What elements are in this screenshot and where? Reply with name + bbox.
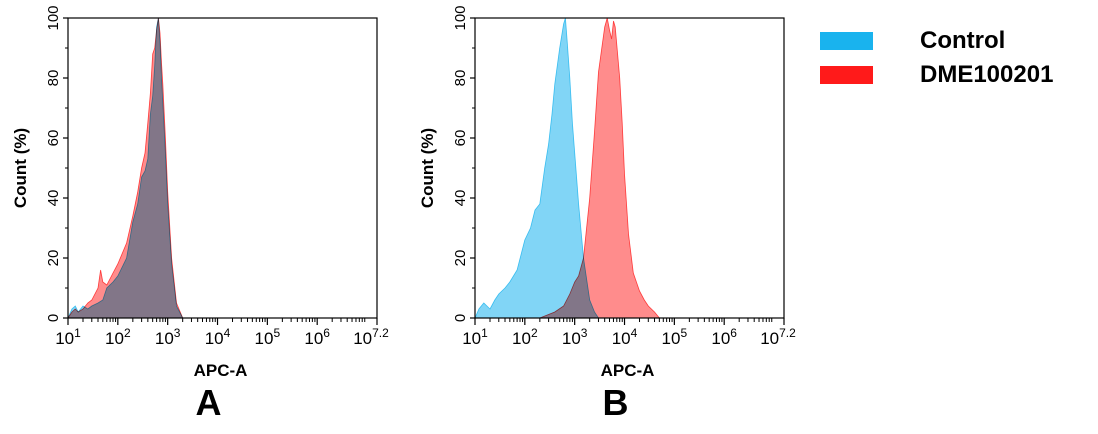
- y-tick-label: 80: [452, 70, 469, 87]
- y-tick-label: 0: [452, 314, 469, 322]
- x-tick-label: 107.2: [353, 326, 389, 348]
- y-tick-label: 100: [45, 5, 62, 30]
- x-axis-label: APC-A: [194, 361, 248, 380]
- histogram-panel-b: 0 20 40 60 80 100 101 102 103 104 105 106 107.2 APC-A…: [418, 5, 796, 423]
- y-tick-label: 20: [452, 250, 469, 267]
- panel-label-b: B: [603, 382, 629, 423]
- series-dme100201-area: [68, 18, 184, 318]
- x-tick-label: 104: [205, 326, 231, 348]
- x-tick-label: 102: [512, 326, 538, 348]
- y-tick-label: 100: [452, 5, 469, 30]
- y-axis-label: Count (%): [11, 128, 30, 208]
- x-tick-label: 102: [105, 326, 131, 348]
- y-tick-label: 60: [45, 130, 62, 147]
- x-tick-label: 101: [55, 326, 81, 348]
- x-tick-label: 103: [562, 326, 588, 348]
- legend: Control DME100201: [820, 27, 1053, 88]
- legend-swatch-dme100201: [820, 66, 873, 84]
- plot-area: [68, 18, 184, 318]
- x-axis-label: APC-A: [601, 361, 655, 380]
- x-tick-label: 105: [662, 326, 688, 348]
- panel-label-a: A: [196, 382, 222, 423]
- y-tick-label: 40: [452, 190, 469, 207]
- x-tick-label: 101: [462, 326, 488, 348]
- series-control-area: [475, 18, 599, 318]
- y-tick-label: 80: [45, 70, 62, 87]
- x-tick-label: 104: [612, 326, 638, 348]
- x-tick-label: 106: [304, 326, 330, 348]
- plot-area: [475, 18, 660, 318]
- y-axis-label: Count (%): [418, 128, 437, 208]
- histogram-panel-a: 0 20 40 60 80 100 101 102 103 104 105 106 107.2 APC-A…: [11, 5, 389, 423]
- series-dme100201-area: [539, 18, 660, 318]
- x-tick-label: 107.2: [760, 326, 796, 348]
- y-tick-label: 20: [45, 250, 62, 267]
- x-tick-label: 105: [255, 326, 281, 348]
- y-tick-label: 60: [452, 130, 469, 147]
- legend-label-dme100201: DME100201: [920, 61, 1053, 88]
- legend-label-control: Control: [920, 27, 1005, 54]
- x-tick-label: 103: [155, 326, 181, 348]
- y-tick-label: 0: [45, 314, 62, 322]
- legend-swatch-control: [820, 32, 873, 50]
- x-tick-label: 106: [711, 326, 737, 348]
- y-tick-label: 40: [45, 190, 62, 207]
